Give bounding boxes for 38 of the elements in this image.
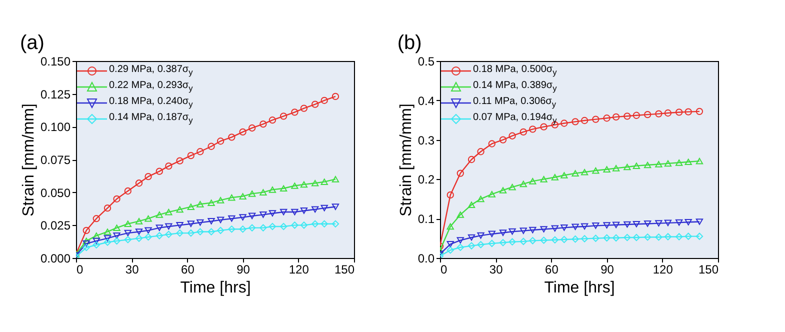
- y-tick-label: 0.3: [418, 133, 435, 148]
- y-tick-label: 0.025: [40, 218, 71, 233]
- y-tick-label: 0.1: [418, 212, 435, 226]
- y-axis-title: Strain [mm/mm]: [398, 104, 415, 216]
- x-tick-label: 120: [652, 262, 674, 276]
- legend-label: 0.29 MPa, 0.387σ$_{y}$: [109, 63, 193, 79]
- legend-label: 0.14 MPa, 0.389σ$_{y}$: [473, 79, 557, 95]
- legend-label: 0.14 MPa, 0.187σ$_{y}$: [109, 111, 193, 127]
- y-tick-label: 0.000: [40, 252, 71, 266]
- x-tick-label: 150: [334, 262, 355, 276]
- y-tick-label: 0.075: [40, 153, 71, 167]
- legend-label: 0.18 MPa, 0.500σ$_{y}$: [473, 63, 557, 79]
- y-tick-label: 0.050: [40, 186, 71, 200]
- y-tick-label: 0.2: [418, 172, 435, 187]
- legend-label: 0.11 MPa, 0.306σ$_{y}$: [473, 95, 556, 111]
- x-tick-label: 0: [76, 262, 84, 276]
- x-tick-label: 150: [698, 262, 719, 276]
- x-tick-label: 90: [600, 262, 614, 276]
- chart-title: (b): [397, 32, 422, 54]
- y-axis-title: Strain [mm/mm]: [20, 104, 38, 216]
- x-tick-label: 60: [181, 262, 195, 276]
- x-tick-label: 30: [125, 262, 140, 276]
- x-tick-label: 0: [440, 262, 448, 276]
- x-axis-title: Time [hrs]: [544, 280, 615, 296]
- x-tick-label: 90: [236, 262, 250, 276]
- y-tick-label: 0.0: [418, 252, 435, 266]
- x-tick-label: 30: [489, 262, 504, 276]
- x-tick-label: 120: [288, 262, 310, 276]
- chart-title: (a): [20, 32, 44, 54]
- legend-label: 0.18 MPa, 0.240σ$_{y}$: [109, 95, 193, 111]
- y-tick-label: 0.5: [418, 54, 435, 68]
- legend-label: 0.22 MPa, 0.293σ$_{y}$: [109, 79, 193, 95]
- y-tick-label: 0.100: [40, 120, 71, 134]
- y-tick-label: 0.125: [40, 87, 71, 102]
- y-tick-label: 0.150: [40, 54, 71, 68]
- x-axis-title: Time [hrs]: [180, 280, 251, 296]
- x-tick-label: 60: [545, 262, 559, 276]
- y-tick-label: 0.4: [418, 94, 435, 108]
